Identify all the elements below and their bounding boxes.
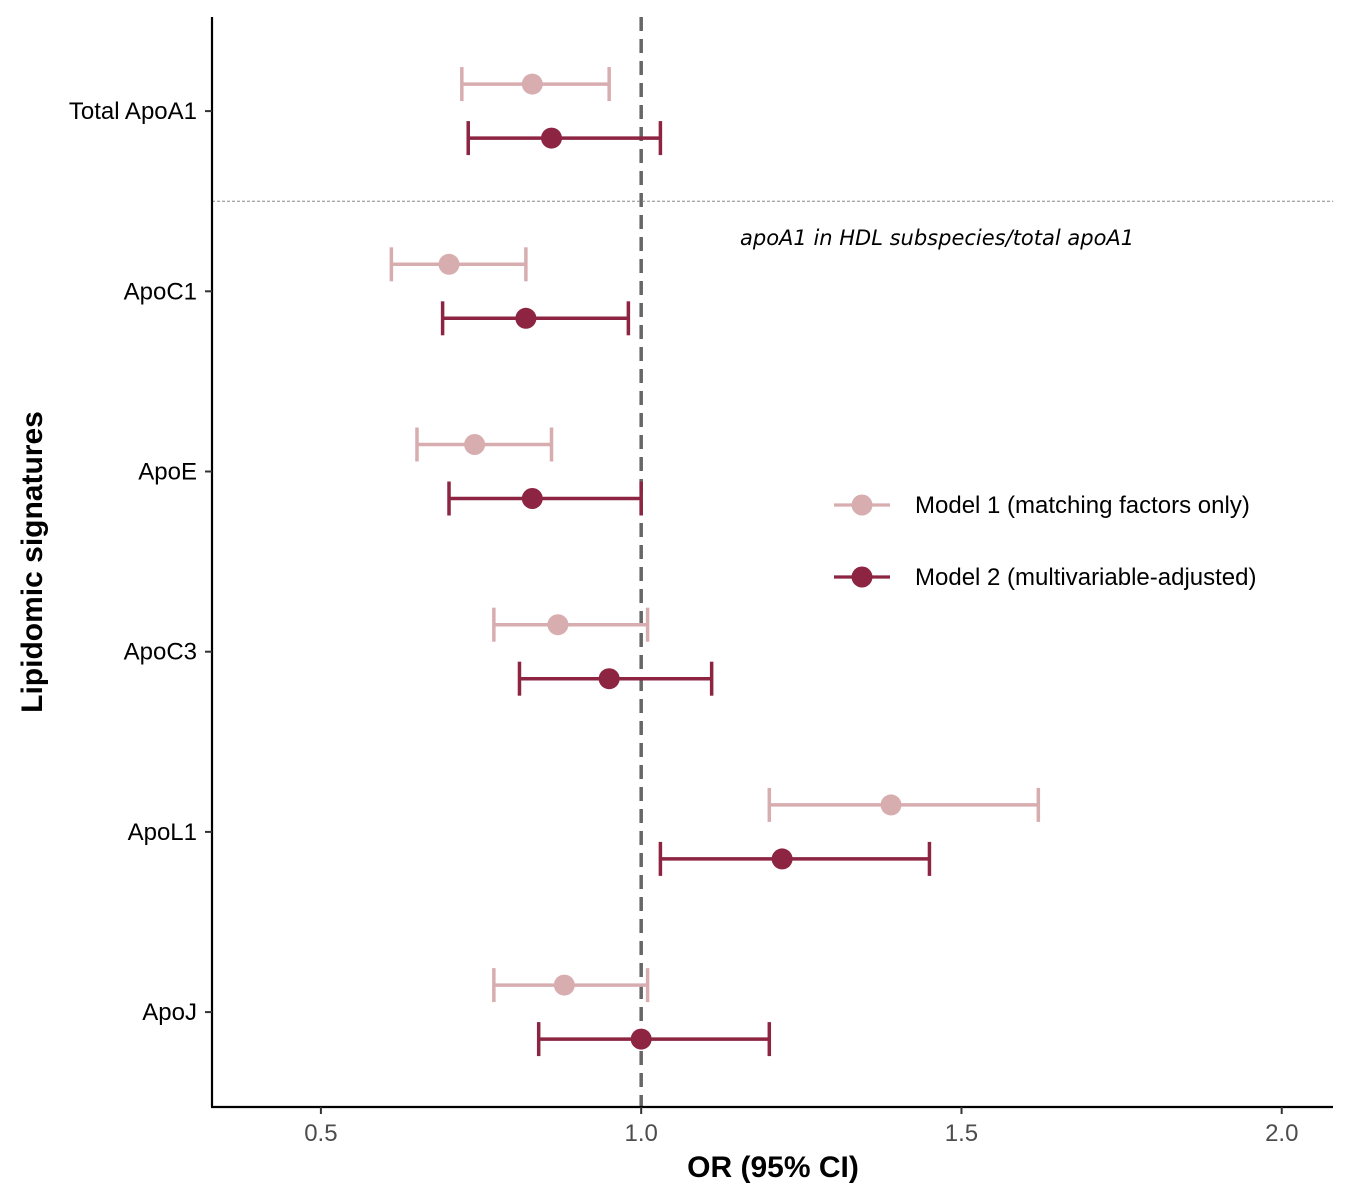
x-tick-label: 1.0	[624, 1120, 657, 1147]
or-point	[630, 1028, 652, 1050]
legend-label-model1: Model 1 (matching factors only)	[915, 492, 1250, 519]
or-point	[771, 848, 793, 870]
x-tick-label: 2.0	[1265, 1120, 1298, 1147]
y-tick-label: ApoC3	[124, 639, 197, 666]
legend-point-model1	[851, 494, 873, 516]
x-tick-label: 0.5	[304, 1120, 337, 1147]
y-tick-label: ApoE	[138, 459, 197, 486]
y-tick-label: ApoJ	[142, 999, 197, 1026]
y-tick-label: ApoC1	[124, 278, 197, 305]
or-point	[438, 253, 460, 275]
or-point	[553, 974, 575, 996]
reference-layer	[212, 17, 1333, 1107]
or-point	[464, 434, 486, 455]
y-axis-title: Lipidomic signatures	[16, 411, 49, 713]
y-tick-label: ApoL1	[128, 819, 197, 846]
x-tick-label: 1.5	[945, 1120, 978, 1147]
or-point	[521, 488, 543, 509]
or-point	[880, 794, 902, 816]
legend-label-model2: Model 2 (multivariable-adjusted)	[915, 564, 1256, 591]
section-annotation: apoA1 in HDL subspecies/total apoA1	[740, 226, 1134, 250]
ticks-layer: Total ApoA1 ApoC1 ApoE ApoC3 ApoL1 ApoJ 0.5 1.0…	[69, 98, 1299, 1147]
or-point	[547, 614, 569, 636]
x-axis-title: OR (95% CI)	[687, 1151, 859, 1184]
legend-point-model2	[851, 566, 873, 588]
or-point	[515, 307, 537, 329]
y-tick-label: Total ApoA1	[69, 98, 197, 125]
or-point	[598, 668, 620, 690]
or-point	[541, 127, 563, 149]
marks-layer	[389, 67, 1041, 1057]
or-point	[521, 73, 543, 95]
legend: Model 1 (matching factors only) Model 2 …	[834, 492, 1256, 591]
axes-layer	[210, 17, 1333, 1109]
